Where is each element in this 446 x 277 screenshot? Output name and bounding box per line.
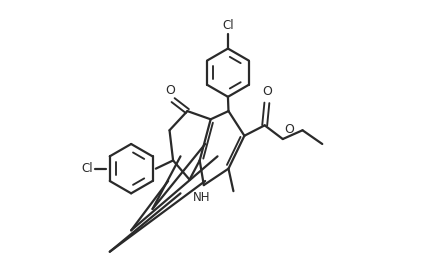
Text: Cl: Cl	[82, 162, 93, 175]
Text: O: O	[262, 85, 272, 98]
Text: Cl: Cl	[222, 19, 234, 32]
Text: NH: NH	[193, 191, 211, 204]
Text: O: O	[284, 123, 294, 136]
Text: O: O	[165, 84, 175, 97]
